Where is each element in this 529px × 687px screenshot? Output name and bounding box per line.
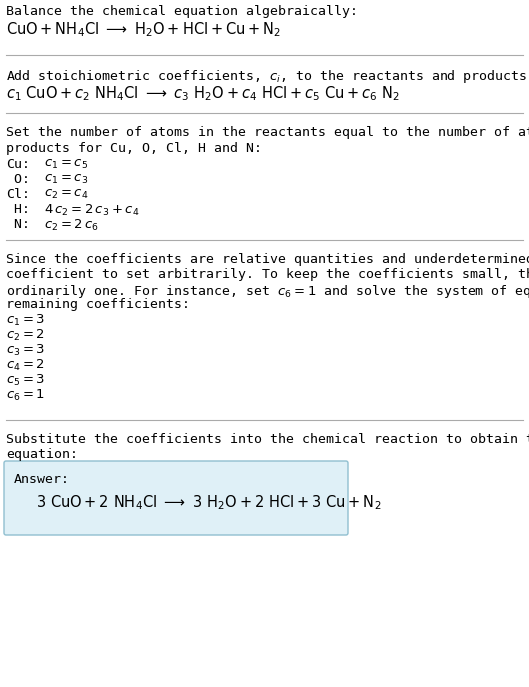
Text: ordinarily one. For instance, set $c_6 = 1$ and solve the system of equations fo: ordinarily one. For instance, set $c_6 =… <box>6 283 529 300</box>
Text: $c_1 = c_5$: $c_1 = c_5$ <box>44 158 88 171</box>
Text: $c_3 = 3$: $c_3 = 3$ <box>6 343 45 358</box>
Text: $c_2 = 2$: $c_2 = 2$ <box>6 328 45 343</box>
FancyBboxPatch shape <box>4 461 348 535</box>
Text: Substitute the coefficients into the chemical reaction to obtain the balanced: Substitute the coefficients into the che… <box>6 433 529 446</box>
Text: remaining coefficients:: remaining coefficients: <box>6 298 190 311</box>
Text: Balance the chemical equation algebraically:: Balance the chemical equation algebraica… <box>6 5 358 18</box>
Text: $c_2 = c_4$: $c_2 = c_4$ <box>44 188 88 201</box>
Text: $c_4 = 2$: $c_4 = 2$ <box>6 358 45 373</box>
Text: H:: H: <box>6 203 30 216</box>
Text: equation:: equation: <box>6 448 78 461</box>
Text: O:: O: <box>6 173 30 186</box>
Text: $3\ \mathrm{CuO} + 2\ \mathrm{NH_4Cl}\ \longrightarrow\ 3\ \mathrm{H_2O} + 2\ \m: $3\ \mathrm{CuO} + 2\ \mathrm{NH_4Cl}\ \… <box>36 493 381 512</box>
Text: coefficient to set arbitrarily. To keep the coefficients small, the arbitrary va: coefficient to set arbitrarily. To keep … <box>6 268 529 281</box>
Text: $\mathrm{CuO + NH_4Cl \ \longrightarrow \ H_2O + HCl + Cu + N_2}$: $\mathrm{CuO + NH_4Cl \ \longrightarrow … <box>6 20 281 38</box>
Text: Since the coefficients are relative quantities and underdetermined, choose a: Since the coefficients are relative quan… <box>6 253 529 266</box>
Text: products for Cu, O, Cl, H and N:: products for Cu, O, Cl, H and N: <box>6 142 262 155</box>
Text: $c_2 = 2\,c_6$: $c_2 = 2\,c_6$ <box>44 218 99 233</box>
Text: $c_5 = 3$: $c_5 = 3$ <box>6 373 45 388</box>
Text: Cu:: Cu: <box>6 158 30 171</box>
Text: $c_1 = 3$: $c_1 = 3$ <box>6 313 45 328</box>
Text: Set the number of atoms in the reactants equal to the number of atoms in the: Set the number of atoms in the reactants… <box>6 126 529 139</box>
Text: $c_1\ \mathrm{CuO} + c_2\ \mathrm{NH_4Cl}\ \longrightarrow\ c_3\ \mathrm{H_2O} +: $c_1\ \mathrm{CuO} + c_2\ \mathrm{NH_4Cl… <box>6 84 400 102</box>
Text: $c_6 = 1$: $c_6 = 1$ <box>6 388 45 403</box>
Text: $4\,c_2 = 2\,c_3 + c_4$: $4\,c_2 = 2\,c_3 + c_4$ <box>44 203 140 218</box>
Text: Add stoichiometric coefficients, $c_i$, to the reactants and products:: Add stoichiometric coefficients, $c_i$, … <box>6 68 529 85</box>
Text: N:: N: <box>6 218 30 231</box>
Text: Cl:: Cl: <box>6 188 30 201</box>
Text: $c_1 = c_3$: $c_1 = c_3$ <box>44 173 88 186</box>
Text: Answer:: Answer: <box>14 473 70 486</box>
